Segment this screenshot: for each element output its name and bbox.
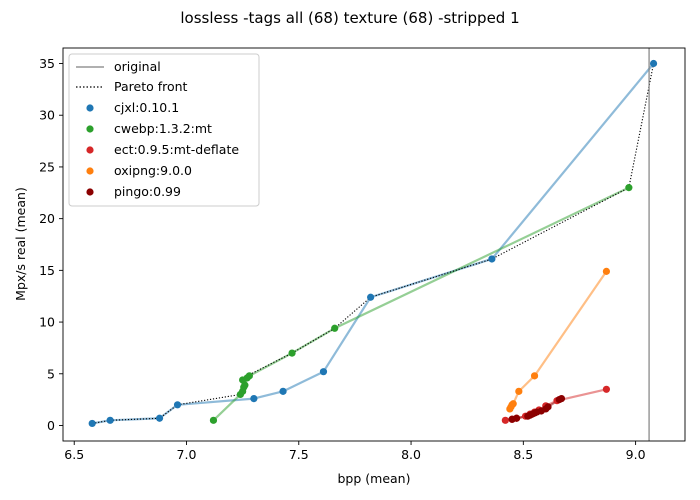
series-line-cwebp <box>212 186 630 422</box>
y-tick-label: 10 <box>39 315 55 330</box>
series-line-oxipng <box>508 270 608 410</box>
legend-label-pingo: pingo:0.99 <box>114 184 181 199</box>
data-point-cwebp <box>209 416 218 424</box>
x-tick-label: 8.5 <box>513 447 533 462</box>
legend-label-oxipng: oxipng:9.0.0 <box>114 163 192 178</box>
x-tick-label: 7.0 <box>177 447 197 462</box>
legend-pareto-label: Pareto front <box>114 79 188 94</box>
y-axis-label: Mpx/s real (mean) <box>13 187 28 301</box>
data-point-ect <box>501 416 509 424</box>
points-layer <box>88 59 658 428</box>
legend-box <box>68 53 260 207</box>
y-tick-label: 15 <box>39 263 55 278</box>
data-point-cwebp <box>625 184 633 192</box>
y-tick-label: 5 <box>47 366 55 381</box>
data-point-oxipng <box>530 372 539 380</box>
legend-marker-cwebp <box>86 125 94 133</box>
data-point-cjxl <box>319 368 328 376</box>
data-point-cjxl <box>155 414 164 422</box>
data-point-cjxl <box>649 59 658 68</box>
data-point-oxipng <box>515 387 523 395</box>
y-tick-label: 35 <box>39 56 55 71</box>
data-point-cjxl <box>173 401 182 409</box>
data-point-cjxl <box>488 255 496 263</box>
legend-marker-ect <box>86 146 94 154</box>
data-point-cwebp <box>288 349 296 357</box>
data-point-cjxl <box>88 419 96 428</box>
y-tick-label: 30 <box>39 108 55 123</box>
data-point-cjxl <box>106 416 114 424</box>
data-point-oxipng <box>602 267 611 275</box>
data-point-pingo <box>544 403 552 411</box>
legend-marker-cjxl <box>86 104 94 112</box>
y-tick-label: 20 <box>39 211 55 226</box>
data-point-cwebp <box>245 372 253 380</box>
x-tick-label: 6.5 <box>64 447 84 462</box>
y-tick-label: 25 <box>39 159 55 174</box>
x-tick-label: 8.0 <box>401 447 421 462</box>
data-point-cwebp <box>331 324 339 332</box>
x-axis-label: bpp (mean) <box>338 471 411 486</box>
data-point-pingo <box>512 414 521 422</box>
legend-label-cjxl: cjxl:0.10.1 <box>114 100 179 115</box>
x-tick-label: 7.5 <box>289 447 309 462</box>
plot-frame <box>62 47 686 442</box>
data-point-ect <box>602 385 611 393</box>
data-point-oxipng <box>509 400 517 408</box>
data-point-pingo <box>557 394 566 403</box>
legend-marker-oxipng <box>86 167 94 175</box>
data-point-cjxl <box>279 387 287 395</box>
x-tick-label: 9.0 <box>626 447 646 462</box>
legend-label-cwebp: cwebp:1.3.2:mt <box>114 121 212 136</box>
chart-title: lossless -tags all (68) texture (68) -st… <box>180 9 519 27</box>
data-point-cjxl <box>250 394 258 403</box>
legend: original Pareto front cjxl:0.10.1 cwebp:… <box>68 53 260 207</box>
data-point-cjxl <box>367 293 375 301</box>
legend-marker-pingo <box>86 188 94 196</box>
x-ticks: 6.5 7.0 7.5 8.0 8.5 9.0 <box>64 441 646 462</box>
y-ticks: 0 5 10 15 20 25 30 35 <box>39 56 63 433</box>
legend-label-ect: ect:0.9.5:mt-deflate <box>114 142 239 157</box>
y-tick-label: 0 <box>47 418 55 433</box>
legend-original-label: original <box>114 59 161 74</box>
